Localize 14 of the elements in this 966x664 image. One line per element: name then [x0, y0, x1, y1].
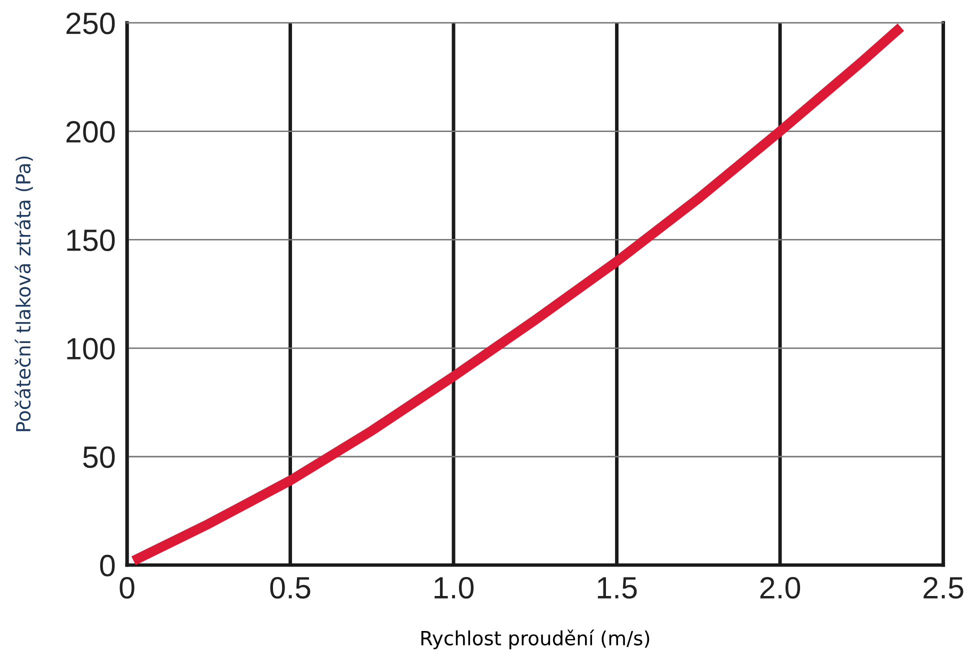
- y-tick-label: 200: [66, 121, 115, 143]
- x-tick-label: 1.5: [598, 577, 637, 599]
- x-axis-title: Rychlost proudění (m/s): [421, 630, 650, 650]
- x-tick-label: 2.5: [924, 576, 964, 599]
- y-tick-label: 100: [67, 338, 115, 360]
- y-tick-label: 50: [83, 446, 115, 468]
- y-tick-label: 250: [66, 12, 115, 34]
- x-tick-label: 0.5: [270, 576, 310, 599]
- y-tick-label: 0: [100, 554, 115, 576]
- y-tick-label: 150: [67, 229, 115, 252]
- x-tick-label: 0: [120, 576, 134, 599]
- text: 1.0: [434, 576, 474, 599]
- text: 2.0: [760, 576, 800, 599]
- y-axis-title: Počáteční tlaková ztráta (Pa): [14, 156, 33, 432]
